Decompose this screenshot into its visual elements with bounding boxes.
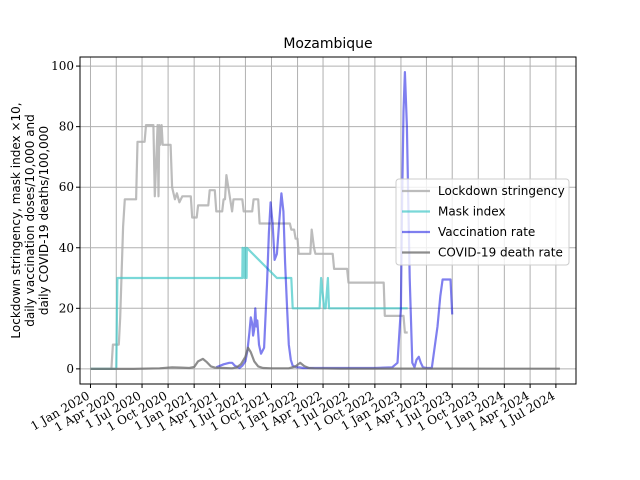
y-axis-ticks: 0 20 40 60 80 100: [51, 59, 80, 376]
legend-label: Mask index: [438, 205, 506, 219]
y-axis-label-line: daily COVID-19 deaths/100,000: [37, 126, 51, 315]
y-axis-label-line: daily vaccination doses/10,000 and: [23, 114, 37, 327]
y-tick-label: 80: [59, 120, 74, 134]
series-lines: [90, 70, 560, 370]
series-line-covid-19-death-rate: [90, 346, 560, 370]
y-tick-label: 100: [51, 59, 74, 73]
y-tick-label: 20: [59, 301, 74, 315]
y-tick-label: 0: [66, 362, 74, 376]
y-tick-label: 60: [59, 180, 74, 194]
y-tick-label: 40: [59, 241, 74, 255]
legend-label: COVID-19 death rate: [438, 246, 563, 260]
chart-title: Mozambique: [283, 36, 372, 52]
series-line-vaccination-rate: [215, 70, 454, 370]
y-axis-label-line: Lockdown stringency, mask index ×10,: [9, 102, 23, 338]
series-line-mask-index: [90, 246, 408, 370]
plot-frame: [79, 56, 577, 385]
legend-label: Vaccination rate: [438, 225, 535, 239]
y-axis-label: Lockdown stringency, mask index ×10,dail…: [9, 102, 51, 338]
series-line-lockdown-stringency: [90, 123, 408, 370]
legend: Lockdown stringency Mask index Vaccination…: [395, 178, 570, 266]
legend-label: Lockdown stringency: [438, 184, 565, 198]
legend-box: [395, 178, 570, 266]
